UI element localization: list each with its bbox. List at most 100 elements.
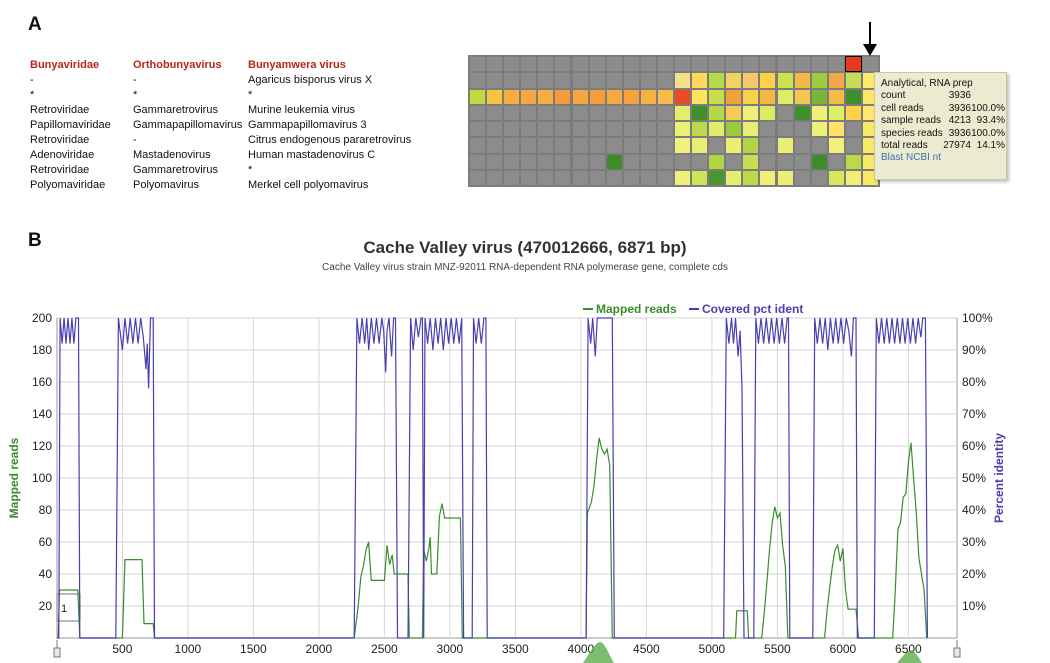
heatmap-cell[interactable] — [487, 89, 503, 104]
heatmap-cell[interactable] — [555, 105, 571, 120]
heatmap-cell[interactable] — [657, 154, 673, 169]
heatmap-cell[interactable] — [845, 89, 861, 104]
heatmap-cell[interactable] — [589, 170, 605, 185]
heatmap-cell[interactable] — [811, 170, 827, 185]
heatmap-cell[interactable] — [794, 73, 810, 88]
heatmap-cell[interactable] — [606, 122, 622, 137]
heatmap-cell[interactable] — [760, 105, 776, 120]
heatmap-cell[interactable] — [521, 122, 537, 137]
heatmap-cell[interactable] — [623, 122, 639, 137]
heatmap-cell[interactable] — [555, 122, 571, 137]
heatmap-cell[interactable] — [811, 57, 827, 72]
heatmap-cell[interactable] — [726, 57, 742, 72]
heatmap-cell[interactable] — [640, 170, 656, 185]
heatmap-cell[interactable] — [794, 122, 810, 137]
heatmap-cell[interactable] — [521, 105, 537, 120]
heatmap-cell[interactable] — [743, 73, 759, 88]
heatmap-cell[interactable] — [760, 89, 776, 104]
heatmap-cell[interactable] — [726, 170, 742, 185]
heatmap-cell[interactable] — [572, 154, 588, 169]
heatmap-cell[interactable] — [470, 154, 486, 169]
heatmap-cell[interactable] — [657, 105, 673, 120]
heatmap-cell[interactable] — [623, 138, 639, 153]
heatmap-cell[interactable] — [470, 89, 486, 104]
heatmap-cell[interactable] — [606, 154, 622, 169]
heatmap-cell[interactable] — [487, 57, 503, 72]
heatmap-cell[interactable] — [709, 89, 725, 104]
heatmap-cell[interactable] — [657, 170, 673, 185]
heatmap-cell[interactable] — [794, 154, 810, 169]
heatmap-cell[interactable] — [470, 73, 486, 88]
heatmap-cell[interactable] — [675, 122, 691, 137]
heatmap-cell[interactable] — [726, 154, 742, 169]
heatmap-cell[interactable] — [589, 73, 605, 88]
heatmap-cell[interactable] — [555, 57, 571, 72]
heatmap-cell[interactable] — [726, 89, 742, 104]
heatmap-cell[interactable] — [845, 105, 861, 120]
heatmap-cell[interactable] — [521, 138, 537, 153]
heatmap-cell[interactable] — [572, 138, 588, 153]
heatmap-cell[interactable] — [845, 138, 861, 153]
heatmap-cell[interactable] — [623, 170, 639, 185]
heatmap-cell[interactable] — [589, 154, 605, 169]
heatmap-cell[interactable] — [794, 170, 810, 185]
heatmap-cell[interactable] — [844, 55, 862, 73]
heatmap-cell[interactable] — [657, 57, 673, 72]
heatmap-cell[interactable] — [623, 154, 639, 169]
heatmap-cell[interactable] — [504, 154, 520, 169]
heatmap-cell[interactable] — [538, 170, 554, 185]
heatmap-cell[interactable] — [657, 122, 673, 137]
heatmap-cell[interactable] — [845, 122, 861, 137]
heatmap-cell[interactable] — [828, 105, 844, 120]
heatmap-cell[interactable] — [760, 154, 776, 169]
heatmap-cell[interactable] — [640, 105, 656, 120]
heatmap-cell[interactable] — [760, 122, 776, 137]
heatmap-cell[interactable] — [692, 57, 708, 72]
heatmap-cell[interactable] — [521, 154, 537, 169]
heatmap-cell[interactable] — [777, 170, 793, 185]
heatmap-cell[interactable] — [504, 89, 520, 104]
heatmap-cell[interactable] — [777, 105, 793, 120]
heatmap-cell[interactable] — [504, 138, 520, 153]
heatmap-cell[interactable] — [504, 122, 520, 137]
heatmap-cell[interactable] — [657, 89, 673, 104]
heatmap-cell[interactable] — [555, 89, 571, 104]
heatmap-cell[interactable] — [709, 154, 725, 169]
heatmap-cell[interactable] — [470, 122, 486, 137]
heatmap-cell[interactable] — [640, 89, 656, 104]
heatmap-cell[interactable] — [675, 170, 691, 185]
heatmap-cell[interactable] — [709, 122, 725, 137]
heatmap-cell[interactable] — [777, 89, 793, 104]
heatmap-cell[interactable] — [606, 170, 622, 185]
heatmap-cell[interactable] — [811, 138, 827, 153]
heatmap-cell[interactable] — [487, 138, 503, 153]
heatmap-cell[interactable] — [726, 73, 742, 88]
heatmap-cell[interactable] — [811, 154, 827, 169]
heatmap-cell[interactable] — [828, 57, 844, 72]
heatmap-cell[interactable] — [675, 154, 691, 169]
heatmap-cell[interactable] — [743, 170, 759, 185]
heatmap-cell[interactable] — [640, 122, 656, 137]
heatmap-cell[interactable] — [470, 170, 486, 185]
heatmap-cell[interactable] — [589, 122, 605, 137]
heatmap-cell[interactable] — [743, 154, 759, 169]
heatmap-cell[interactable] — [692, 138, 708, 153]
heatmap-cell[interactable] — [743, 122, 759, 137]
heatmap-cell[interactable] — [692, 170, 708, 185]
heatmap-cell[interactable] — [811, 89, 827, 104]
blast-ncbi-link[interactable]: Blast NCBI nt — [881, 152, 942, 164]
heatmap-cell[interactable] — [504, 57, 520, 72]
heatmap-cell[interactable] — [726, 105, 742, 120]
heatmap-cell[interactable] — [811, 73, 827, 88]
heatmap-cell[interactable] — [487, 154, 503, 169]
heatmap-cell[interactable] — [538, 154, 554, 169]
heatmap-cell[interactable] — [538, 105, 554, 120]
heatmap-cell[interactable] — [606, 105, 622, 120]
heatmap-cell[interactable] — [777, 154, 793, 169]
heatmap-cell[interactable] — [640, 138, 656, 153]
heatmap-cell[interactable] — [760, 57, 776, 72]
heatmap-cell[interactable] — [504, 105, 520, 120]
heatmap-cell[interactable] — [487, 105, 503, 120]
heatmap-cell[interactable] — [675, 138, 691, 153]
heatmap-cell[interactable] — [555, 138, 571, 153]
